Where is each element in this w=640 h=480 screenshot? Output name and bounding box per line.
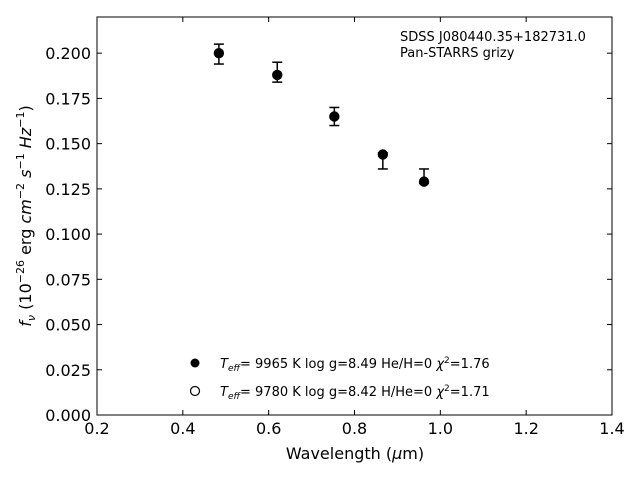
y-tick-label: 0.050 <box>45 316 91 335</box>
y-tick-label: 0.200 <box>45 44 91 63</box>
legend-entry-1: Teff= 9965 K log g=8.49 He/H=0 χ2=1.76 <box>220 356 490 374</box>
model-points <box>213 47 430 187</box>
y-ticks: 0.000 0.025 0.050 0.075 0.100 0.125 0.150 0.175… <box>45 44 612 425</box>
y-tick-label: 0.150 <box>45 135 91 154</box>
survey-annotation: Pan-STARRS grizy <box>400 46 515 61</box>
x-tick-label: 0.6 <box>256 419 281 438</box>
y-tick-label: 0.100 <box>45 225 91 244</box>
model-point-filled <box>419 177 429 187</box>
y-tick-label: 0.025 <box>45 361 91 380</box>
y-tick-label: 0.000 <box>45 406 91 425</box>
x-tick-label: 1.4 <box>599 419 624 438</box>
model-point-filled <box>329 111 339 122</box>
x-ticks: 0.2 0.4 0.6 0.8 1.0 1.2 1.4 <box>84 17 625 438</box>
x-tick-label: 0.4 <box>170 419 195 438</box>
x-axis-label: Wavelength (μm) <box>286 444 424 463</box>
model-point-filled <box>378 149 388 160</box>
object-name-annotation: SDSS J080440.35+182731.0 <box>400 30 586 45</box>
legend: Teff= 9965 K log g=8.49 He/H=0 χ2=1.76 T… <box>189 356 490 402</box>
x-tick-label: 1.2 <box>513 419 538 438</box>
legend-entry-2: Teff= 9780 K log g=8.42 H/He=0 χ2=1.71 <box>220 384 490 402</box>
x-tick-label: 0.2 <box>84 419 109 438</box>
model-point-filled <box>272 70 282 80</box>
legend-marker-open <box>189 385 201 397</box>
y-axis-label: fν (10−26 erg cm−2 s−1 Hz−1) <box>14 105 38 326</box>
x-tick-label: 0.8 <box>342 419 367 438</box>
error-bars <box>213 43 430 185</box>
legend-marker-filled <box>190 358 200 368</box>
y-tick-label: 0.075 <box>45 270 91 289</box>
x-tick-label: 1.0 <box>428 419 453 438</box>
model-point-filled <box>214 48 224 58</box>
y-tick-label: 0.125 <box>45 180 91 199</box>
y-tick-label: 0.175 <box>45 89 91 108</box>
plot-frame <box>96 16 613 416</box>
